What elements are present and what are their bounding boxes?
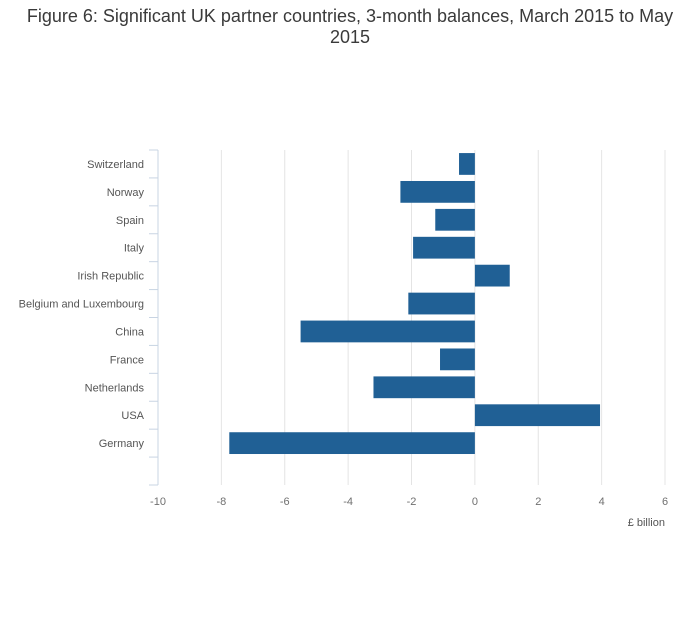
gridlines — [220, 150, 666, 485]
x-tick-label: -8 — [216, 496, 226, 508]
x-axis-title: £ billion — [628, 517, 665, 529]
bar-spain[interactable] — [435, 208, 475, 231]
bar-irish-republic[interactable] — [474, 264, 510, 287]
x-tick-label: 2 — [535, 496, 541, 508]
bar-switzerland[interactable] — [459, 153, 475, 175]
bar-netherlands[interactable] — [373, 376, 475, 399]
bar-belgium-and-luxembourg[interactable] — [408, 292, 475, 315]
category-labels: Switzerland Norway Spain Italy Irish Republi… — [19, 159, 145, 450]
category-label: Netherlands — [85, 382, 145, 394]
bar-italy[interactable] — [413, 236, 475, 259]
x-tick-label: 6 — [662, 496, 668, 508]
x-tick-label: -6 — [280, 496, 290, 508]
bar-norway[interactable] — [400, 180, 475, 203]
x-tick-labels: -10 -8 -6 -4 -2 0 2 4 6 — [150, 496, 668, 508]
x-tick-label: -4 — [343, 496, 353, 508]
category-label: Italy — [124, 243, 145, 255]
y-axis — [149, 149, 159, 486]
x-tick-label: -2 — [407, 496, 417, 508]
bar-germany[interactable] — [229, 432, 475, 455]
category-label: Irish Republic — [77, 271, 144, 283]
category-label: Germany — [99, 438, 145, 450]
x-tick-label: -10 — [150, 496, 166, 508]
category-label: Norway — [107, 187, 145, 199]
bar-france[interactable] — [440, 348, 475, 371]
x-tick-label: 0 — [472, 496, 478, 508]
category-label: China — [115, 326, 145, 338]
category-label: Spain — [116, 215, 144, 227]
category-label: France — [110, 354, 144, 366]
category-label: Belgium and Luxembourg — [19, 299, 144, 311]
bars — [229, 153, 601, 455]
bar-usa[interactable] — [474, 404, 601, 427]
category-label: Switzerland — [87, 159, 144, 171]
bar-china[interactable] — [300, 320, 475, 343]
x-tick-label: 4 — [599, 496, 605, 508]
chart-title: Figure 6: Significant UK partner countri… — [26, 6, 674, 47]
category-label: USA — [121, 410, 144, 422]
